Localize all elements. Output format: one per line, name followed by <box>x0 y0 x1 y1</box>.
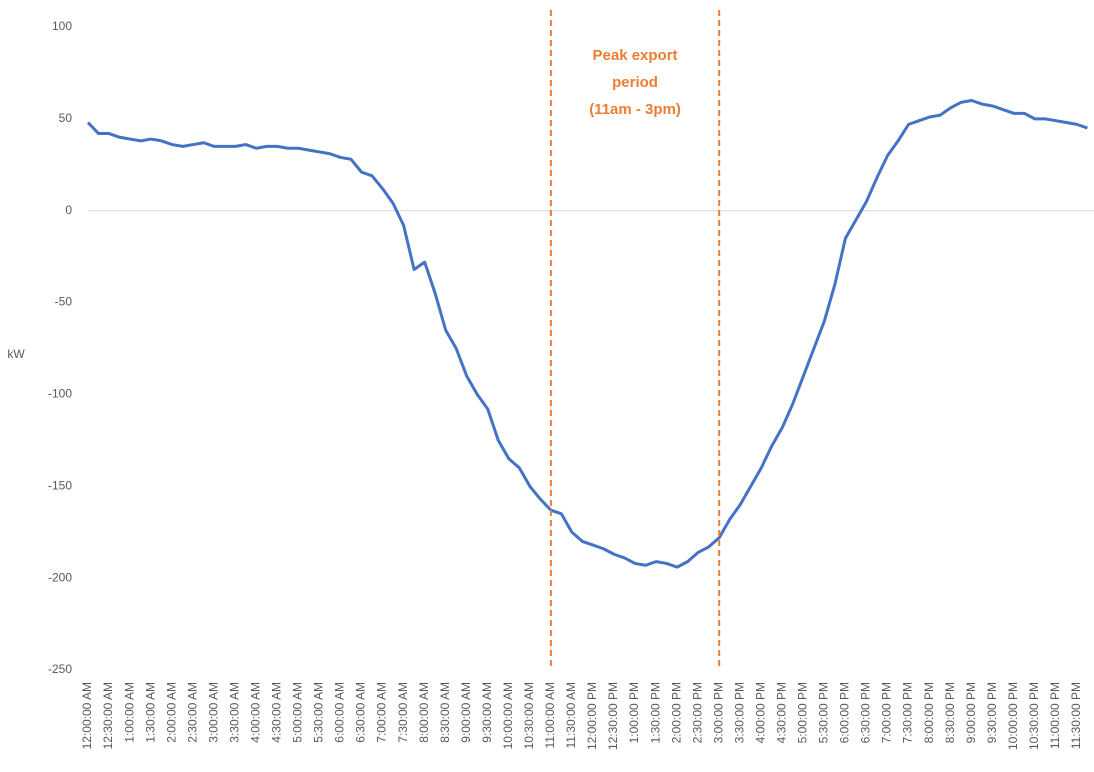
x-tick-label: 8:00:00 PM <box>922 682 936 743</box>
x-tick-label: 4:30:00 AM <box>270 682 284 743</box>
x-tick-label: 9:00:00 AM <box>459 682 473 743</box>
x-tick-label: 11:30:00 AM <box>564 682 578 749</box>
x-tick-label: 12:30:00 AM <box>101 682 115 749</box>
y-tick-label: 100 <box>52 19 72 33</box>
x-tick-label: 7:30:00 PM <box>901 682 915 743</box>
x-tick-label: 10:00:00 AM <box>501 682 515 749</box>
x-tick-label: 6:00:00 AM <box>333 682 347 743</box>
data-line <box>86 98 1088 569</box>
y-tick-label: 50 <box>59 111 73 125</box>
x-tick-label: 1:30:00 PM <box>648 682 662 743</box>
y-tick-label: -50 <box>55 295 73 309</box>
x-tick-label: 11:00:00 AM <box>543 682 557 749</box>
x-tick-label: 10:00:00 PM <box>1006 682 1020 750</box>
x-tick-label: 6:00:00 PM <box>838 682 852 743</box>
x-tick-label: 3:00:00 PM <box>711 682 725 743</box>
x-tick-label: 8:30:00 PM <box>943 682 957 743</box>
x-tick-label: 7:00:00 AM <box>375 682 389 743</box>
x-tick-label: 4:00:00 PM <box>753 682 767 743</box>
x-tick-label: 4:00:00 AM <box>248 682 262 743</box>
x-tick-label: 12:00:00 PM <box>585 682 599 750</box>
x-tick-label: 9:00:00 PM <box>964 682 978 743</box>
x-tick-label: 1:00:00 AM <box>122 682 136 743</box>
period-label: (11am - 3pm) <box>589 101 681 118</box>
x-tick-label: 5:30:00 AM <box>312 682 326 743</box>
x-tick-label: 12:30:00 PM <box>606 682 620 750</box>
x-tick-label: 3:00:00 AM <box>206 682 220 743</box>
x-tick-label: 10:30:00 PM <box>1027 682 1041 750</box>
x-tick-label: 2:30:00 AM <box>185 682 199 743</box>
x-tick-label: 2:00:00 PM <box>669 682 683 743</box>
y-axis-label: kW <box>7 347 25 361</box>
period-label: period <box>612 74 658 91</box>
x-tick-label: 2:00:00 AM <box>164 682 178 743</box>
x-tick-label: 5:00:00 AM <box>291 682 305 743</box>
x-tick-label: 12:00:00 AM <box>80 682 94 749</box>
x-tick-label: 4:30:00 PM <box>774 682 788 743</box>
x-tick-label: 1:30:00 AM <box>143 682 157 743</box>
x-tick-label: 9:30:00 AM <box>480 682 494 743</box>
x-tick-label: 3:30:00 PM <box>732 682 746 743</box>
y-tick-label: -100 <box>48 387 72 401</box>
x-tick-label: 5:00:00 PM <box>796 682 810 743</box>
period-label: Peak export <box>593 47 678 64</box>
x-tick-label: 8:00:00 AM <box>417 682 431 743</box>
y-tick-label: -200 <box>48 570 72 584</box>
y-tick-label: 0 <box>65 203 72 217</box>
x-tick-label: 3:30:00 AM <box>227 682 241 743</box>
x-tick-label: 7:00:00 PM <box>880 682 894 743</box>
x-tick-label: 6:30:00 PM <box>859 682 873 743</box>
x-tick-label: 7:30:00 AM <box>396 682 410 743</box>
x-tick-label: 6:30:00 AM <box>354 682 368 743</box>
x-tick-label: 11:00:00 PM <box>1048 682 1062 749</box>
x-tick-label: 9:30:00 PM <box>985 682 999 743</box>
x-tick-label: 5:30:00 PM <box>817 682 831 743</box>
x-tick-label: 10:30:00 AM <box>522 682 536 749</box>
x-tick-label: 11:30:00 PM <box>1069 682 1083 749</box>
y-tick-label: -150 <box>48 478 72 492</box>
x-tick-label: 8:30:00 AM <box>438 682 452 743</box>
x-tick-label: 2:30:00 PM <box>690 682 704 743</box>
x-tick-label: 1:00:00 PM <box>627 682 641 743</box>
y-tick-label: -250 <box>48 662 72 676</box>
